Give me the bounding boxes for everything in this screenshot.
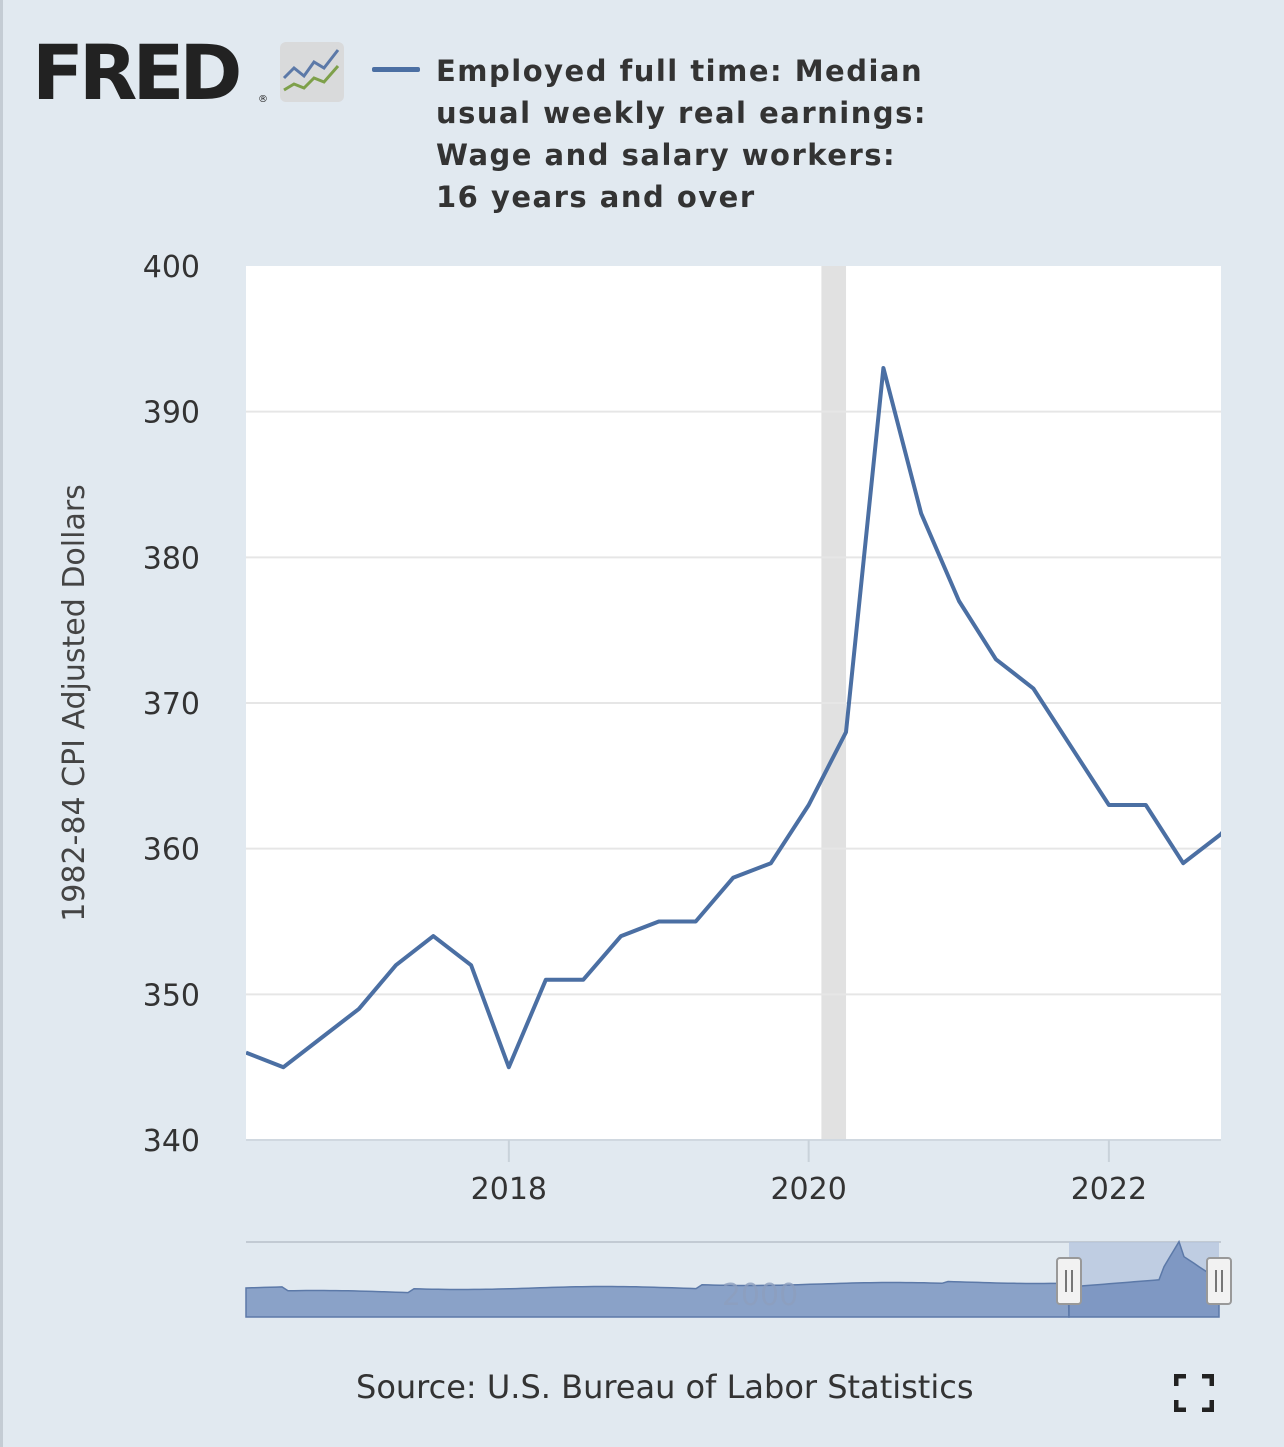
logo-registered-mark: ® <box>258 94 268 105</box>
navigator-selected-area <box>1068 1239 1220 1318</box>
logo-text: FRED <box>32 28 242 117</box>
x-tick-label: 2020 <box>770 1172 846 1207</box>
x-tick-label: 2018 <box>471 1172 547 1207</box>
handle-body <box>1206 1257 1232 1305</box>
source-text: Source: U.S. Bureau of Labor Statistics <box>356 1368 974 1406</box>
navigator-left-handle[interactable] <box>1056 1257 1082 1305</box>
handle-body <box>1056 1257 1082 1305</box>
navigator-label: 2000 <box>722 1278 798 1313</box>
fullscreen-icon[interactable] <box>1174 1374 1214 1412</box>
series-line[interactable] <box>246 366 1259 1070</box>
trend-lines-icon <box>280 42 344 102</box>
legend-swatch <box>372 67 420 72</box>
x-tick-label: 2022 <box>1071 1172 1147 1207</box>
y-tick-label: 360 <box>143 833 200 868</box>
y-tick-label: 380 <box>143 541 200 576</box>
legend-label: Employed full time: Median usual weekly … <box>436 54 927 214</box>
y-tick-label: 350 <box>143 978 200 1013</box>
y-tick-label: 390 <box>143 396 200 431</box>
y-tick-label: 340 <box>143 1124 200 1159</box>
y-tick-label: 400 <box>143 250 200 285</box>
y-tick-label: 370 <box>143 687 200 722</box>
frame-border <box>0 0 3 1447</box>
navigator-series-area <box>245 1280 1070 1318</box>
y-axis-title: 1982-84 CPI Adjusted Dollars <box>57 484 92 922</box>
navigator-right-handle[interactable] <box>1206 1257 1232 1305</box>
